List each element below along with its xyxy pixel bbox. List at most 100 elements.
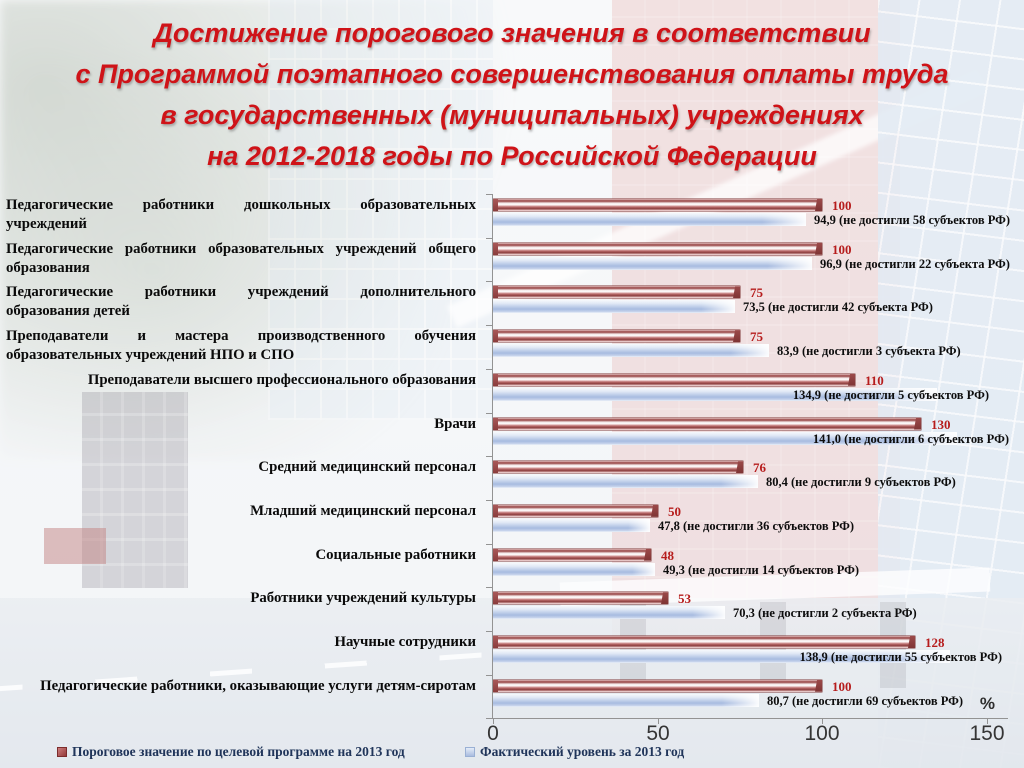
actual-legend-marker-icon [466,748,474,756]
y-axis-tick [486,194,492,195]
row-plot-area: 110 134,9 (не достигли 5 субъектов РФ) [493,369,1019,413]
y-axis-tick [486,325,492,326]
y-axis-tick [486,413,492,414]
actual-legend-label: Фактический уровень за 2013 год [480,744,685,759]
row-plot-area: 76 80,4 (не достигли 9 субъектов РФ) [493,456,1019,500]
threshold-value-label: 75 [750,329,763,345]
actual-value-label: 49,3 (не достигли 14 субъектов РФ) [663,562,860,577]
row-plot-area: 128 138,9 (не достигли 55 субъектов РФ) [493,631,1019,675]
threshold-value-label: 128 [925,635,945,650]
y-axis-tick [486,675,492,676]
slide-title: Достижение порогового значения в соответ… [0,13,1024,177]
row-plot-area: 48 49,3 (не достигли 14 субъектов РФ) [493,544,1019,588]
chart-row: Преподаватели и мастера производственног… [6,325,1018,369]
threshold-bar [493,286,740,299]
x-axis-unit-label: % [979,694,995,713]
title-line-1: Достижение порогового значения в соответ… [153,18,871,48]
actual-value-label: 134,9 (не достигли 5 субъектов РФ) [792,387,989,402]
threshold-bar [493,199,822,211]
category-label: Преподаватели и мастера производственног… [6,328,476,364]
actual-value-label: 141,0 (не достигли 6 субъектов РФ) [812,431,1009,446]
actual-bar [493,693,759,707]
legend: Пороговое значение по целевой программе … [0,742,1024,764]
y-axis-tick [486,500,492,501]
actual-bar [493,518,650,532]
title-line-4: на 2012-2018 годы по Российской Федераци… [207,141,817,171]
actual-bar [493,475,758,489]
row-plot-area: 75 83,9 (не достигли 3 субъекта РФ) [493,325,1019,369]
y-axis-tick [486,369,492,370]
threshold-bar [493,417,921,430]
row-plot-area: 53 70,3 (не достигли 2 субъекта РФ) [493,587,1019,631]
category-label: Научные сотрудники [334,634,476,650]
threshold-value-label: 50 [668,503,681,519]
actual-bar [493,344,769,358]
chart-row: Социальные работники 48 49,3 (не достигли … [6,544,1018,588]
y-axis-line [492,194,493,719]
actual-bar [493,256,812,270]
category-label: Педагогические работники дошкольных обра… [6,197,476,232]
title-line-2: с Программой поэтапного совершенствовани… [75,59,949,89]
category-label: Средний медицинский персонал [258,459,476,476]
actual-bar [493,562,655,576]
threshold-value-label: 53 [678,591,691,607]
threshold-value-label: 48 [661,547,674,563]
threshold-bar [493,330,740,343]
chart-row: Педагогические работники учреждений допо… [6,281,1018,325]
threshold-bar [493,636,915,648]
threshold-value-label: 100 [832,678,852,694]
category-label: Младший медицинский персонал [250,502,476,519]
category-label: Врачи [434,415,476,432]
threshold-value-label: 100 [832,241,852,257]
row-plot-area: 100 94,9 (не достигли 58 субъектов РФ) [493,194,1019,238]
row-plot-area: 100 80,7 (не достигли 69 субъектов РФ) [493,675,1019,719]
y-axis-tick [486,544,492,545]
y-axis-tick [486,631,492,632]
actual-value-label: 138,9 (не достигли 55 субъектов РФ) [799,650,1002,664]
threshold-value-label: 110 [865,372,884,388]
legend-item-threshold: Пороговое значение по целевой программе … [58,744,405,760]
category-label: Преподаватели высшего профессионального … [87,371,476,388]
row-plot-area: 75 73,5 (не достигли 42 субъекта РФ) [493,281,1019,325]
chart-row: Средний медицинский персонал 76 80,4 (не д… [6,456,1018,500]
y-axis-tick [486,456,492,457]
category-label: Социальные работники [315,546,476,563]
bar-chart: Педагогические работники дошкольных обра… [0,194,1024,754]
chart-row: Работники учреждений культуры 53 70,3 (не … [6,587,1018,631]
threshold-value-label: 130 [931,416,951,432]
row-plot-area: 130 141,0 (не достигли 6 субъектов РФ) [493,413,1019,457]
category-label: Педагогические работники, оказывающие ус… [40,677,476,694]
actual-value-label: 80,7 (не достигли 69 субъектов РФ) [767,693,964,708]
threshold-bar [493,592,668,605]
chart-row: Педагогические работники, оказывающие ус… [6,675,1018,719]
threshold-bar [493,679,822,692]
y-axis-tick [486,281,492,282]
row-plot-area: 100 96,9 (не достигли 22 субъекта РФ) [493,238,1019,282]
threshold-bar [493,548,651,561]
threshold-value-label: 75 [750,285,763,301]
actual-bar [493,213,806,226]
threshold-legend-marker-icon [58,748,66,756]
category-label: Работники учреждений культуры [250,590,476,607]
legend-item-actual: Фактический уровень за 2013 год [466,744,684,760]
threshold-value-label: 100 [832,198,852,213]
actual-value-label: 47,8 (не достигли 36 субъектов РФ) [658,518,855,533]
actual-value-label: 94,9 (не достигли 58 субъектов РФ) [814,213,1011,227]
actual-value-label: 80,4 (не достигли 9 субъектов РФ) [766,475,956,490]
chart-row: Педагогические работники образовательных… [6,238,1018,282]
actual-bar [493,300,735,314]
threshold-bar [493,461,743,474]
threshold-value-label: 76 [753,460,766,476]
category-label: Педагогические работники образовательных… [6,240,476,276]
row-plot-area: 50 47,8 (не достигли 36 субъектов РФ) [493,500,1019,544]
actual-value-label: 73,5 (не достигли 42 субъекта РФ) [743,300,933,315]
chart-row: Педагогические работники дошкольных обра… [6,194,1018,238]
title-line-3: в государственных (муниципальных) учрежд… [160,100,864,130]
chart-row: Научные сотрудники 128 138,9 (не достигли … [6,631,1018,675]
threshold-bar [493,504,658,517]
chart-row: Младший медицинский персонал 50 47,8 (не д… [6,500,1018,544]
category-label: Педагогические работники учреждений допо… [6,284,476,320]
x-axis-line [492,718,1008,719]
y-axis-tick [486,587,492,588]
